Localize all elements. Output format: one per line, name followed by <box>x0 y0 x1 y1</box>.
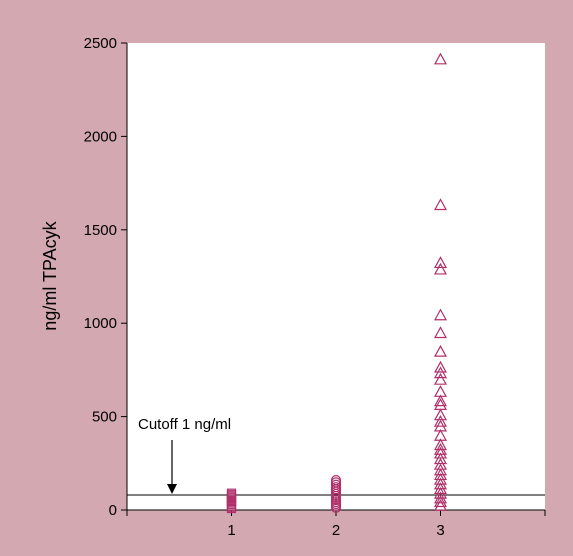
data-point <box>433 372 448 385</box>
x-tick-label: 1 <box>227 522 235 539</box>
data-point <box>433 414 448 427</box>
data-point <box>433 52 448 65</box>
data-point <box>433 486 448 499</box>
y-tick-label: 1000 <box>84 315 117 332</box>
data-point <box>330 502 342 513</box>
data-point <box>433 499 448 511</box>
x-tick-label: 2 <box>332 522 340 539</box>
data-point <box>433 256 448 269</box>
x-ticks: 1 2 3 <box>227 510 546 539</box>
data-points <box>226 52 448 514</box>
y-ticks: 0 500 1000 1500 2000 2500 <box>84 35 127 519</box>
plot-area <box>127 43 545 510</box>
y-tick-label: 500 <box>92 409 117 426</box>
y-tick-label: 2500 <box>84 35 117 52</box>
y-tick-label: 0 <box>109 502 117 519</box>
x-tick-label: 3 <box>436 522 444 539</box>
data-point <box>433 491 448 504</box>
data-point <box>433 495 448 508</box>
data-point <box>433 198 448 211</box>
data-point <box>226 503 237 514</box>
cutoff-arrow <box>167 440 177 494</box>
y-tick-label: 1500 <box>84 222 117 239</box>
data-point <box>433 262 448 275</box>
data-point <box>433 394 448 407</box>
cutoff-annotation: Cutoff 1 ng/ml <box>138 416 231 433</box>
data-point <box>433 366 448 379</box>
y-axis-title: ng/ml TPAcyk <box>40 220 60 330</box>
data-point <box>433 326 448 339</box>
data-point <box>433 438 448 451</box>
y-tick-label: 2000 <box>84 128 117 145</box>
data-point <box>433 360 448 373</box>
data-point <box>433 308 448 321</box>
data-point <box>433 344 448 357</box>
